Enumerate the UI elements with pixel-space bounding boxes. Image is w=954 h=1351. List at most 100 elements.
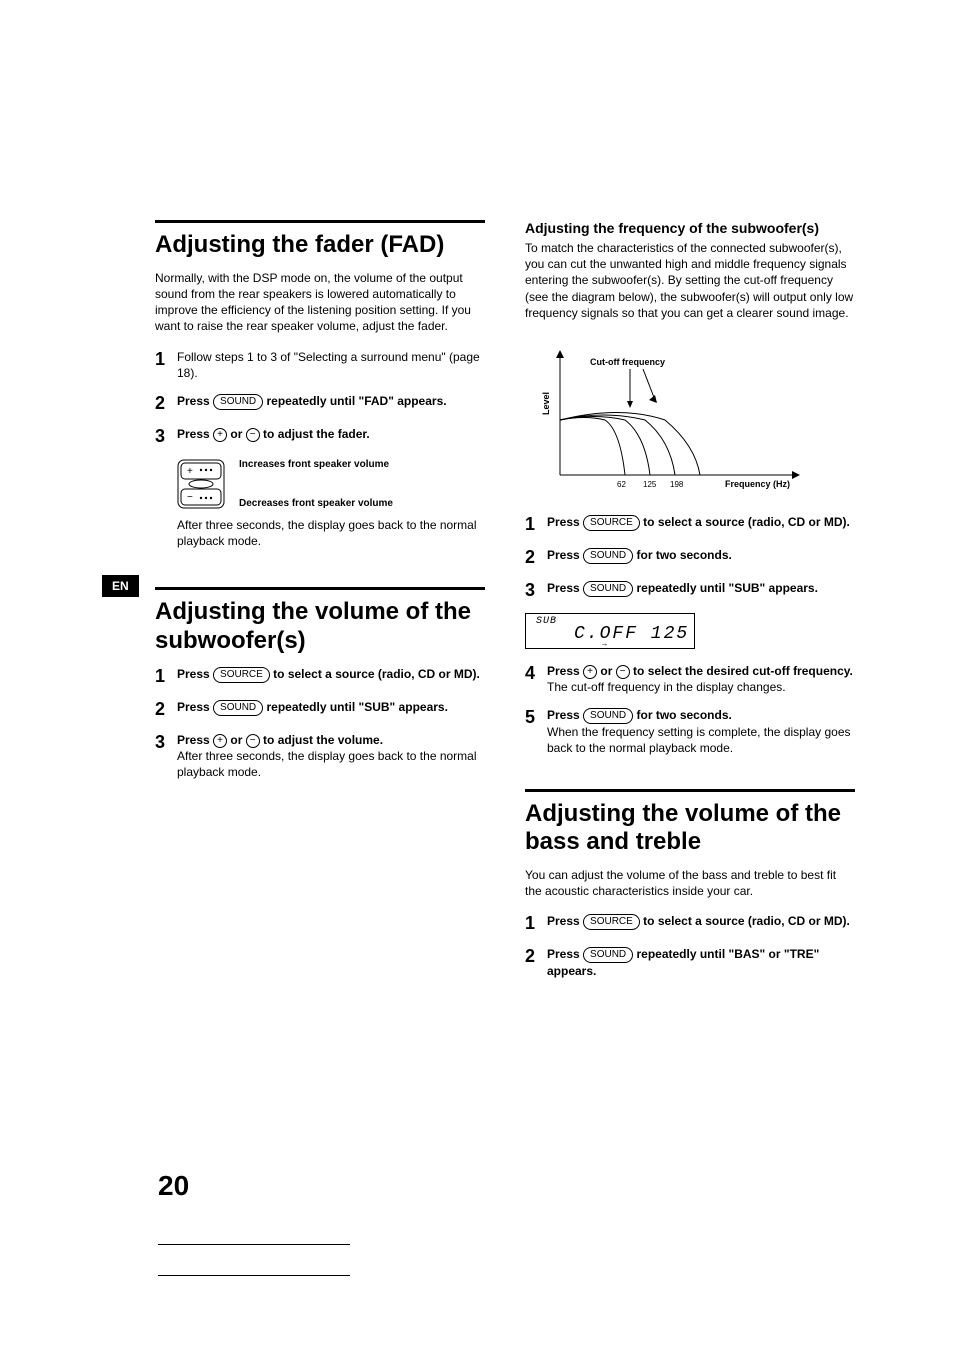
step-number: 1 [525,514,547,535]
rocker-diagram: + − Increases front speaker volume Decre… [177,459,485,509]
step-number: 3 [525,580,547,601]
rocker-label-bottom: Decreases front speaker volume [239,498,393,509]
svg-text:198: 198 [670,480,684,489]
step-text: Press SOURCE to select a source (radio, … [547,913,855,934]
step-number: 4 [525,663,547,695]
step-pre: Press [547,914,583,928]
sound-button-label: SOUND [213,394,263,410]
step-post: to adjust the fader. [260,427,370,441]
step: 4 Press + or − to select the desired cut… [525,663,855,695]
step-number: 2 [525,547,547,568]
lcd-main-value: C.OFF 125 [574,624,689,644]
lcd-sub-label: SUB [536,616,557,627]
minus-button-icon: − [246,428,260,442]
section-rule [525,789,855,792]
step-mid: or [597,664,616,678]
sound-button-label: SOUND [213,700,263,716]
step-number: 2 [155,393,177,414]
step-number: 3 [155,426,177,447]
cutoff-frequency-diagram: Level Cut-off frequency 62 125 198 Frequ… [535,345,815,495]
step-text: Follow steps 1 to 3 of "Selecting a surr… [177,349,485,381]
section-rule [155,587,485,590]
page-content: Adjusting the fader (FAD) Normally, with… [0,0,954,1032]
step-after: After three seconds, the display goes ba… [177,749,477,779]
step-pre: Press [547,515,583,529]
sound-button-label: SOUND [583,708,633,724]
step-text: Press SOURCE to select a source (radio, … [547,514,855,535]
step-post: for two seconds. [633,548,732,562]
step: 3 Press + or − to adjust the volume. Aft… [155,732,485,781]
step-text: Press SOUND repeatedly until "BAS" or "T… [547,946,855,979]
step: 1 Press SOURCE to select a source (radio… [525,514,855,535]
step-text: Press SOUND repeatedly until "SUB" appea… [177,699,485,720]
step-number: 3 [155,732,177,781]
svg-text:62: 62 [617,480,626,489]
svg-text:Cut-off frequency: Cut-off frequency [590,357,665,367]
sound-button-label: SOUND [583,947,633,963]
step: 2 Press SOUND repeatedly until "BAS" or … [525,946,855,979]
step-pre: Press [177,733,213,747]
step-pre: Press [547,708,583,722]
step-mid: or [227,733,246,747]
step-number: 2 [525,946,547,979]
step-post: for two seconds. [633,708,732,722]
step-pre: Press [547,947,583,961]
svg-text:125: 125 [643,480,657,489]
lcd-display: SUB C.OFF 125 → [525,613,695,649]
step: 1 Follow steps 1 to 3 of "Selecting a su… [155,349,485,381]
step-post: repeatedly until "FAD" appears. [263,394,446,408]
lcd-arrow-icon: → [602,640,607,649]
step-text: Press + or − to select the desired cut-o… [547,663,855,695]
step: 3 Press + or − to adjust the fader. [155,426,485,447]
step: 2 Press SOUND repeatedly until "SUB" app… [155,699,485,720]
source-button-label: SOURCE [583,914,640,930]
section-rule [155,220,485,223]
step-number: 1 [155,666,177,687]
sound-button-label: SOUND [583,581,633,597]
step-after: When the frequency setting is complete, … [547,725,851,755]
step: 5 Press SOUND for two seconds. When the … [525,707,855,756]
step-text: Press SOUND for two seconds. When the fr… [547,707,855,756]
step-text: Press SOURCE to select a source (radio, … [177,666,485,687]
fader-intro: Normally, with the DSP mode on, the volu… [155,270,485,335]
minus-button-icon: − [246,734,260,748]
step-post: to adjust the volume. [260,733,383,747]
plus-button-icon: + [213,428,227,442]
step-post: to select a source (radio, CD or MD). [640,914,850,928]
step-pre: Press [177,394,213,408]
rocker-icon: + − [177,459,225,509]
sound-button-label: SOUND [583,548,633,564]
bass-treble-intro: You can adjust the volume of the bass an… [525,867,855,899]
step-pre: Press [547,664,583,678]
sub-freq-intro: To match the characteristics of the conn… [525,240,855,321]
step-after: The cut-off frequency in the display cha… [547,680,786,694]
step-number: 1 [155,349,177,381]
step-text: Press SOUND for two seconds. [547,547,855,568]
step-pre: Press [177,667,213,681]
step-post: to select a source (radio, CD or MD). [640,515,850,529]
step-post: to select a source (radio, CD or MD). [270,667,480,681]
bass-treble-heading: Adjusting the volume of the bass and tre… [525,800,855,858]
rocker-labels: Increases front speaker volume Decreases… [225,459,393,509]
step-post: repeatedly until "SUB" appears. [263,700,448,714]
step-text: Press + or − to adjust the fader. [177,426,485,447]
step: 2 Press SOUND repeatedly until "FAD" app… [155,393,485,414]
fader-after-note: After three seconds, the display goes ba… [177,517,485,549]
step-number: 5 [525,707,547,756]
right-column: Adjusting the frequency of the subwoofer… [525,220,855,992]
footer-rules [158,1244,350,1306]
svg-text:Frequency (Hz): Frequency (Hz) [725,479,790,489]
svg-text:−: − [187,492,193,503]
rocker-label-top: Increases front speaker volume [239,459,393,470]
plus-button-icon: + [583,665,597,679]
step-pre: Press [177,427,213,441]
step-text: Press SOUND repeatedly until "SUB" appea… [547,580,855,601]
step-text: Press SOUND repeatedly until "FAD" appea… [177,393,485,414]
step-mid: or [227,427,246,441]
svg-text:+: + [187,466,193,477]
step: 1 Press SOURCE to select a source (radio… [155,666,485,687]
step-pre: Press [547,581,583,595]
step-text: Press + or − to adjust the volume. After… [177,732,485,781]
language-tab: EN [102,575,139,597]
sub-volume-heading: Adjusting the volume of the subwoofer(s) [155,598,485,656]
